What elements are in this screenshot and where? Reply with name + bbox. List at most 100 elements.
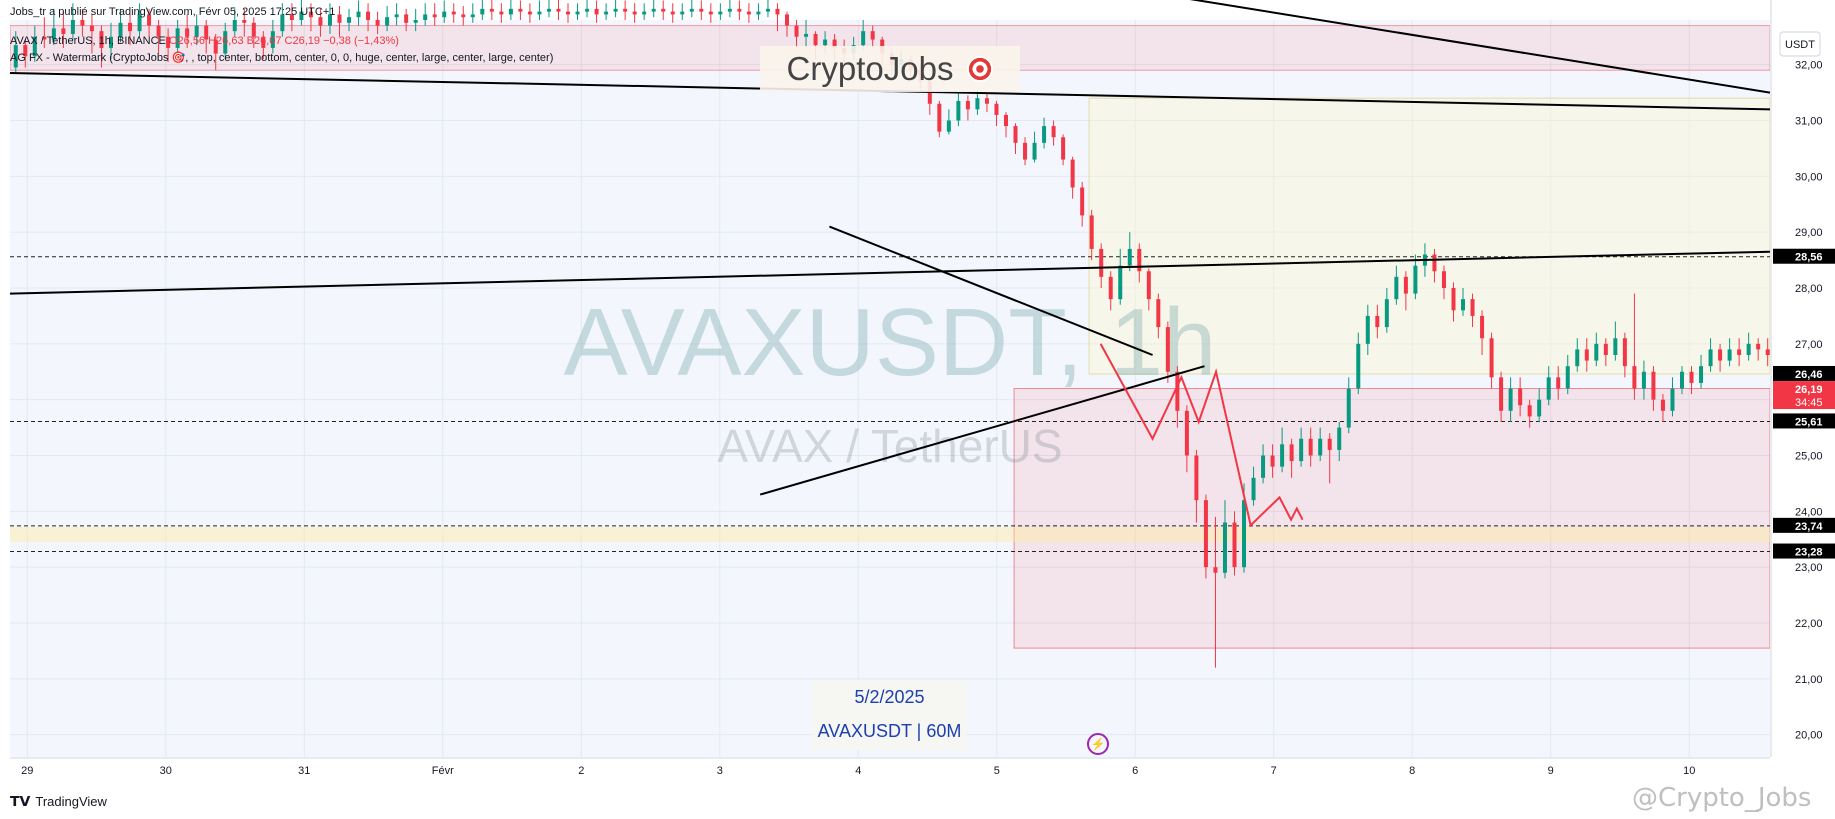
candle-body bbox=[337, 14, 342, 23]
candle-body bbox=[1318, 438, 1323, 456]
candle-body bbox=[1013, 126, 1018, 143]
candle-body bbox=[1003, 114, 1008, 127]
candle-body bbox=[1365, 315, 1370, 344]
candle-body bbox=[232, 20, 237, 32]
candle-body bbox=[1461, 299, 1466, 311]
legend-indicator[interactable]: AG FX - Watermark (CryptoJobs 🎯, , top, … bbox=[10, 52, 554, 64]
currency-label-box bbox=[1779, 31, 1821, 57]
candle-body bbox=[1556, 377, 1561, 389]
x-tick-label: 29 bbox=[21, 765, 33, 777]
x-tick-label: 8 bbox=[1409, 765, 1415, 777]
candle-body bbox=[1213, 567, 1218, 573]
candle-body bbox=[670, 11, 675, 15]
price-label-box bbox=[1773, 543, 1835, 559]
candle-body bbox=[585, 8, 590, 12]
candle-body bbox=[23, 45, 28, 57]
candle-body bbox=[1537, 399, 1542, 417]
candle-body bbox=[1289, 444, 1294, 462]
watermark-date-box: 5/2/2025 AVAXUSDT | 60M bbox=[812, 680, 967, 750]
candle-body bbox=[42, 36, 47, 40]
candle-body bbox=[1356, 343, 1361, 389]
candle-body bbox=[1508, 388, 1513, 411]
candle-body bbox=[784, 14, 789, 26]
legend-symbol[interactable]: AVAX / TetherUS, 1h, BINANCE bbox=[10, 35, 166, 47]
candle-body bbox=[1118, 265, 1123, 300]
candle-body bbox=[242, 20, 247, 23]
candle-body bbox=[1023, 142, 1028, 160]
candle-body bbox=[1394, 276, 1399, 300]
trendline bbox=[829, 225, 1153, 356]
candle-body bbox=[270, 31, 275, 48]
candle-body bbox=[308, 11, 313, 18]
candle-body bbox=[1670, 388, 1675, 411]
price-label-box bbox=[1773, 365, 1835, 381]
candle-body bbox=[613, 8, 618, 12]
candle-body bbox=[975, 98, 980, 110]
candle-body bbox=[566, 11, 571, 15]
watermark-brand-text: CryptoJobs bbox=[786, 50, 954, 87]
candle-body bbox=[1480, 315, 1485, 339]
candle-body bbox=[156, 25, 161, 37]
tradingview-brand[interactable]: 𝗧𝗩 TradingView bbox=[10, 793, 107, 810]
candle-body bbox=[661, 8, 666, 12]
price-label: 28,56 bbox=[1795, 252, 1823, 264]
candle-body bbox=[1337, 427, 1342, 450]
watermark-symbol-big: AVAXUSDT, 1h bbox=[564, 289, 1217, 396]
publisher-line: Jobs_tr a publié sur TradingView.com, Fé… bbox=[10, 6, 336, 18]
candle-body bbox=[1737, 349, 1742, 355]
candle-body bbox=[385, 17, 390, 26]
candle-body bbox=[1403, 276, 1408, 294]
candle-body bbox=[1346, 388, 1351, 428]
candle-body bbox=[89, 25, 94, 32]
price-label: 25,61 bbox=[1795, 416, 1823, 428]
watermark-brand: CryptoJobs bbox=[760, 46, 1020, 92]
candle-body bbox=[194, 25, 199, 37]
candle-body bbox=[280, 14, 285, 32]
candle-body bbox=[423, 14, 428, 20]
candle-body bbox=[108, 36, 113, 48]
x-tick-label: 9 bbox=[1548, 765, 1554, 777]
watermark-pair: AVAXUSDT | 60M bbox=[817, 721, 962, 741]
target-icon bbox=[967, 56, 994, 82]
x-tick-label: 6 bbox=[1132, 765, 1138, 777]
candle-body bbox=[1384, 299, 1389, 328]
candle-body bbox=[775, 8, 780, 15]
candle-body bbox=[1251, 477, 1256, 501]
x-tick-label: 4 bbox=[855, 765, 861, 777]
candle-body bbox=[1070, 159, 1075, 188]
candle-body bbox=[1156, 299, 1161, 328]
candle-body bbox=[251, 22, 256, 37]
candle-body bbox=[1127, 248, 1132, 266]
tradingview-brand-text: TradingView bbox=[35, 794, 107, 809]
candle-body bbox=[1699, 366, 1704, 383]
candle-body bbox=[1470, 299, 1475, 316]
candle-body bbox=[356, 11, 361, 18]
y-tick-label: 30,00 bbox=[1795, 171, 1823, 183]
candle-body bbox=[1746, 343, 1751, 355]
candle-body bbox=[1137, 248, 1142, 272]
candle-body bbox=[442, 11, 447, 18]
legend-ohlc: O26,56 H26,63 B26,07 C26,19 −0,38 (−1,43… bbox=[168, 35, 399, 47]
candle-body bbox=[1651, 371, 1656, 400]
trendline bbox=[10, 250, 1770, 295]
candle-body bbox=[1594, 343, 1599, 361]
candle-body bbox=[680, 11, 685, 15]
watermark-date: 5/2/2025 bbox=[854, 687, 925, 707]
price-label: 23,28 bbox=[1795, 547, 1823, 559]
candle-body bbox=[404, 14, 409, 23]
candle-body bbox=[413, 20, 418, 23]
candle-body bbox=[32, 36, 37, 57]
candle-body bbox=[994, 103, 999, 115]
candle-body bbox=[956, 100, 961, 121]
candle-body bbox=[480, 8, 485, 15]
trendline bbox=[759, 365, 1205, 496]
candle-body bbox=[70, 20, 75, 34]
candle-body bbox=[556, 8, 561, 12]
candle-body bbox=[347, 17, 352, 23]
candle-body bbox=[1432, 254, 1437, 272]
candle-body bbox=[366, 11, 371, 20]
candle-body bbox=[1051, 126, 1056, 138]
lightning-icon[interactable]: ⚡ bbox=[1087, 733, 1109, 755]
candle-body bbox=[1242, 500, 1247, 568]
